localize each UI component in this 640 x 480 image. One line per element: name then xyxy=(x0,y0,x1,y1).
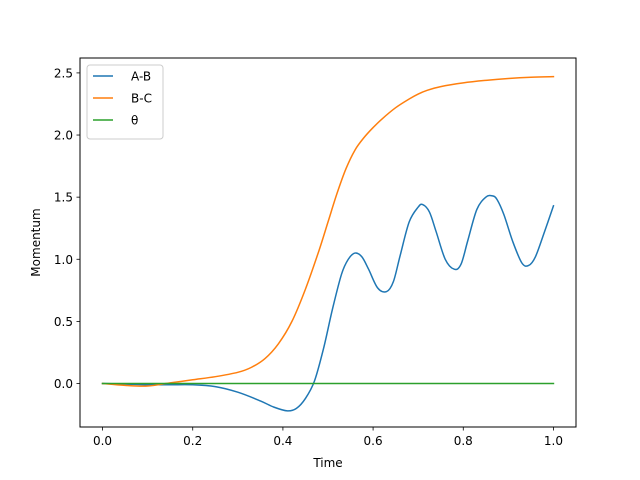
y-axis-label: Momentum xyxy=(29,208,43,276)
y-tick-label: 2.5 xyxy=(54,66,73,80)
y-tick-label: 2.0 xyxy=(54,129,73,143)
y-tick-label: 1.5 xyxy=(54,191,73,205)
legend: A-B B-C θ xyxy=(86,64,164,140)
x-axis-label: Time xyxy=(312,456,342,470)
x-tick-label: 0.6 xyxy=(364,434,383,448)
legend-label: A-B xyxy=(131,70,151,84)
x-tick-label: 0.0 xyxy=(93,434,112,448)
x-tick-label: 0.2 xyxy=(183,434,202,448)
y-axis-ticks: 0.0 0.5 1.0 1.5 2.0 2.5 xyxy=(54,66,80,391)
x-tick-label: 1.0 xyxy=(544,434,563,448)
series-line-1 xyxy=(101,75,555,387)
legend-label: θ xyxy=(131,114,138,128)
series-line-0 xyxy=(101,194,555,412)
x-tick-label: 0.4 xyxy=(273,434,292,448)
y-tick-label: 0.0 xyxy=(54,377,73,391)
series-layer xyxy=(101,75,555,412)
plot-frame xyxy=(79,57,577,428)
legend-label: B-C xyxy=(131,92,152,106)
y-tick-label: 1.0 xyxy=(54,253,73,267)
x-tick-label: 0.8 xyxy=(454,434,473,448)
x-axis-ticks: 0.0 0.2 0.4 0.6 0.8 1.0 xyxy=(93,427,563,448)
y-tick-label: 0.5 xyxy=(54,315,73,329)
